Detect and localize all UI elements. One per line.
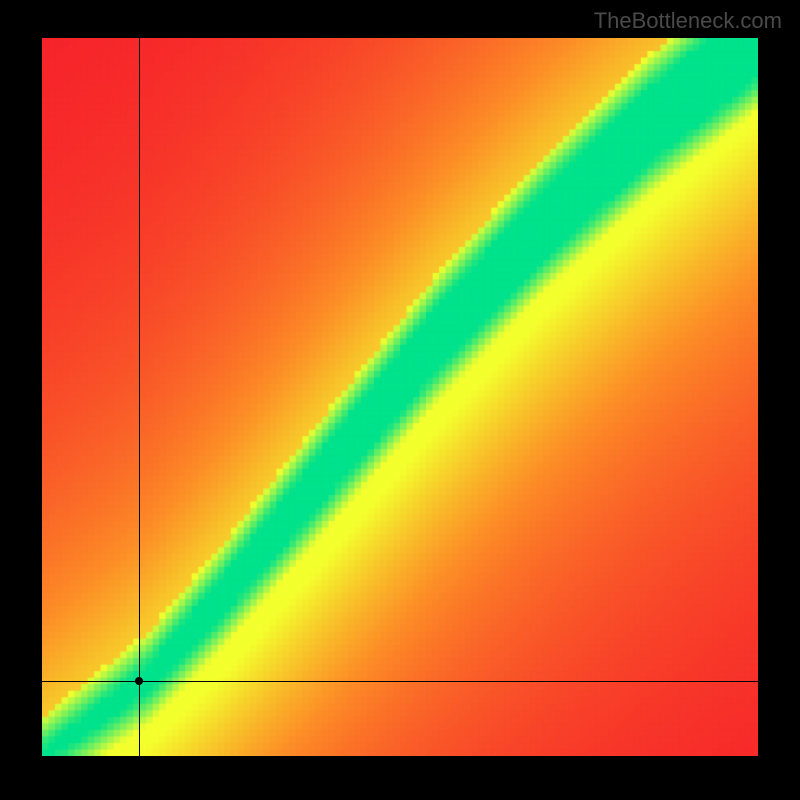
crosshair-marker — [135, 677, 143, 685]
crosshair-horizontal — [0, 681, 800, 682]
chart-container: TheBottleneck.com — [0, 0, 800, 800]
watermark-text: TheBottleneck.com — [594, 8, 782, 34]
heatmap-plot — [42, 38, 758, 756]
